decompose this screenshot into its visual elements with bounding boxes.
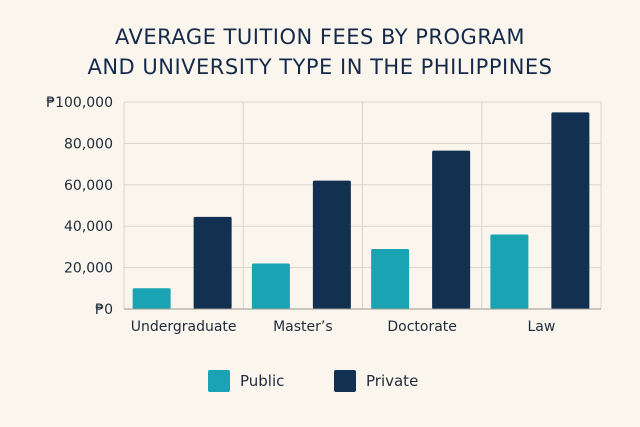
legend-swatch-private — [334, 370, 356, 392]
x-tick-label: Law — [527, 319, 555, 335]
bar-public-1 — [251, 263, 290, 309]
x-tick-label: Undergraduate — [131, 319, 237, 335]
chart-title-line-2: AND UNIVERSITY TYPE IN THE PHILIPPINES — [87, 55, 553, 79]
bar-public-3 — [490, 234, 529, 309]
bar-private-0 — [193, 216, 232, 309]
bar-private-1 — [312, 180, 351, 309]
legend-label-private: Private — [366, 372, 419, 390]
axes: ₱0 20,000 40,000 60,000 80,000 ₱100,000 Underg… — [46, 95, 601, 335]
legend-item-private: Private — [334, 370, 418, 392]
y-tick-label: ₱0 — [95, 302, 113, 318]
x-tick-label: Doctorate — [387, 319, 457, 335]
y-tick-label: 80,000 — [64, 136, 113, 152]
legend: Public Private — [0, 370, 640, 394]
bar-public-0 — [132, 288, 171, 309]
bar-private-3 — [551, 112, 590, 309]
y-tick-label: 20,000 — [64, 261, 113, 277]
legend-item-public: Public — [208, 370, 284, 392]
bar-public-2 — [371, 248, 410, 309]
y-tick-label: ₱100,000 — [46, 95, 113, 111]
bar-private-2 — [432, 150, 471, 309]
legend-label-public: Public — [240, 372, 285, 390]
bars — [132, 112, 590, 309]
chart-title-line-1: AVERAGE TUITION FEES BY PROGRAM — [114, 25, 526, 49]
x-tick-label: Master’s — [273, 319, 333, 335]
legend-swatch-public — [208, 370, 230, 392]
y-tick-label: 40,000 — [64, 219, 113, 235]
y-tick-label: 60,000 — [64, 178, 113, 194]
chart-title: AVERAGE TUITION FEES BY PROGRAM AND UNIV… — [0, 22, 640, 82]
